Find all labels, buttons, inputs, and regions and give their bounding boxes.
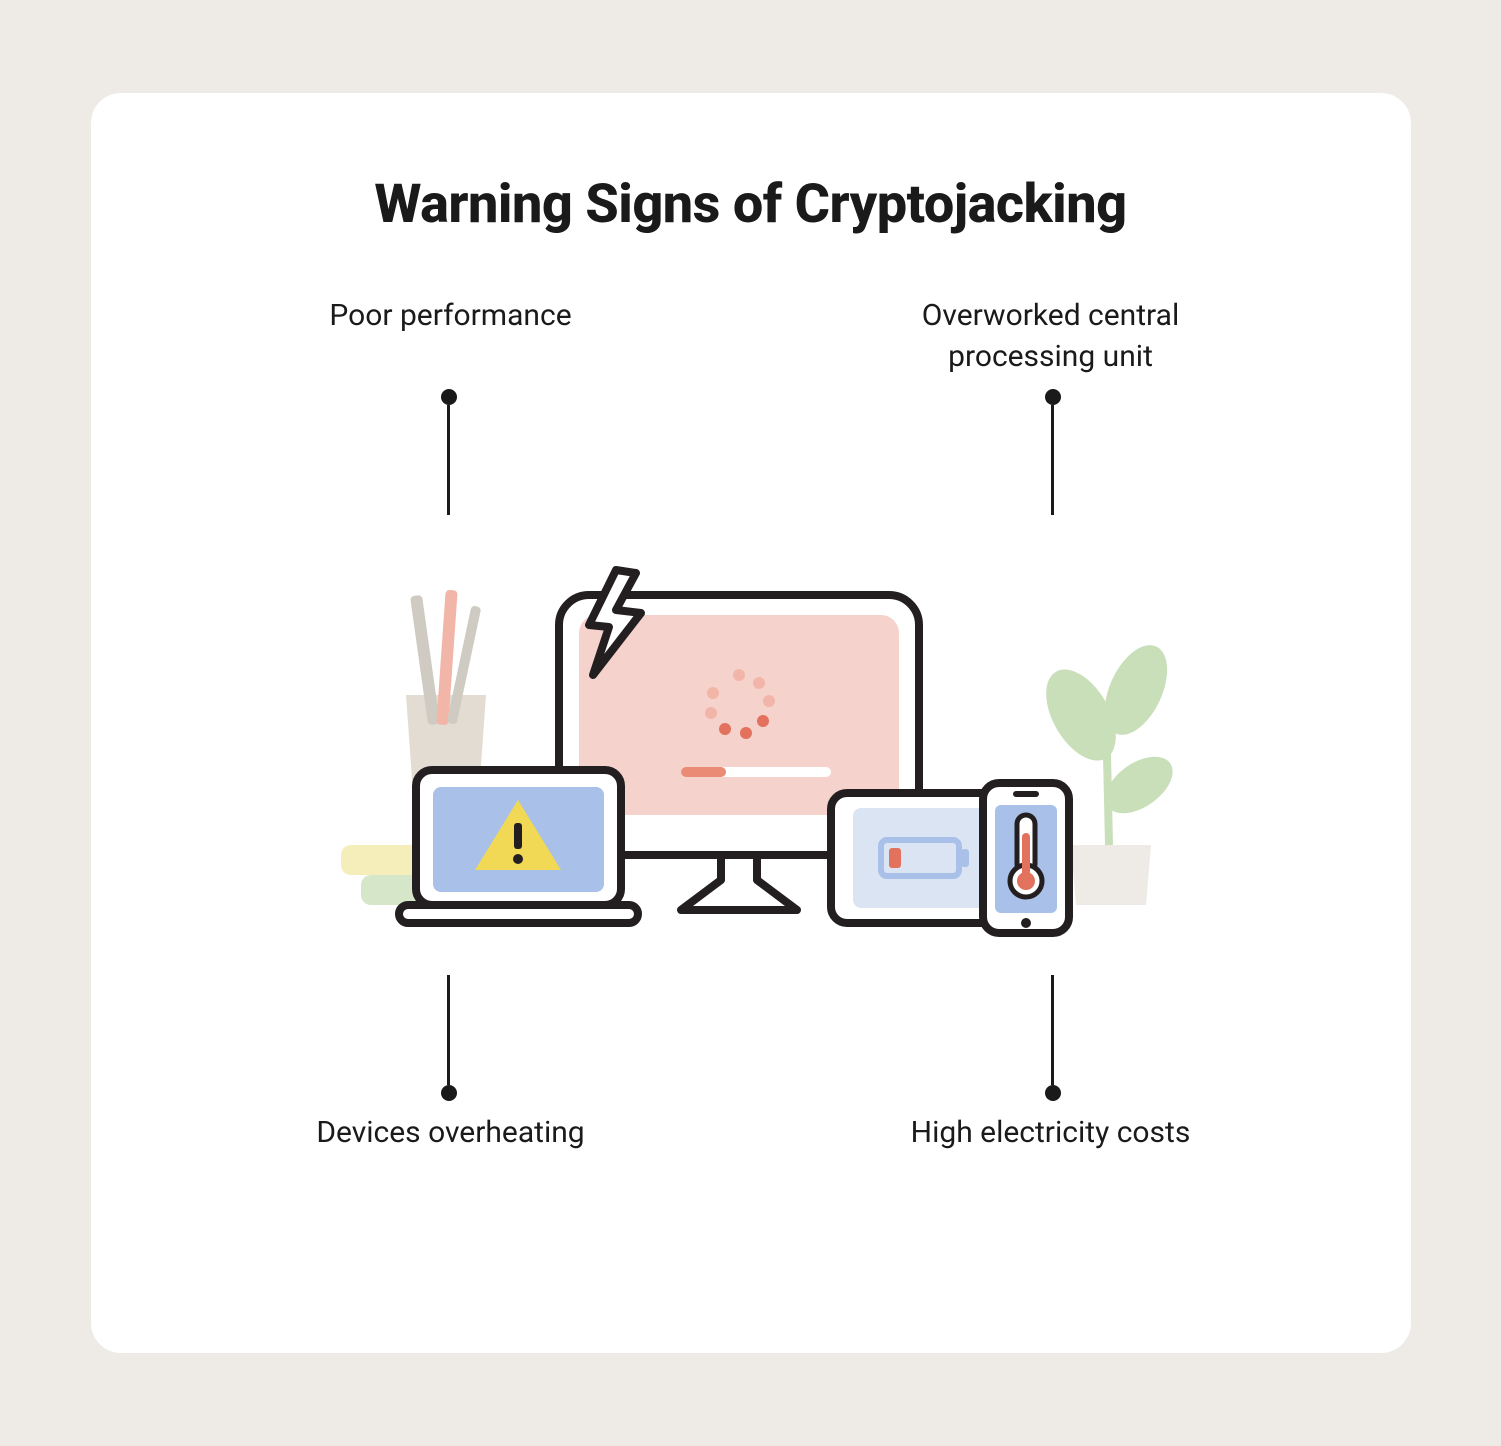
label-overworked-cpu: Overworked central processing unit xyxy=(901,296,1201,377)
label-electricity-costs: High electricity costs xyxy=(901,1113,1201,1154)
connector-line-icon xyxy=(447,405,450,515)
top-labels-row: Poor performance Overworked central proc… xyxy=(151,296,1351,377)
top-connectors xyxy=(151,389,1351,515)
devices-svg-icon xyxy=(301,535,1201,955)
connector-top-right xyxy=(1045,389,1061,515)
connector-dot-icon xyxy=(441,389,457,405)
connector-top-left xyxy=(441,389,457,515)
label-poor-performance: Poor performance xyxy=(301,296,601,377)
connector-line-icon xyxy=(1051,405,1054,515)
connector-dot-icon xyxy=(1045,1085,1061,1101)
connector-line-icon xyxy=(1051,975,1054,1085)
bottom-labels-row: Devices overheating High electricity cos… xyxy=(151,1113,1351,1154)
bottom-connectors xyxy=(151,975,1351,1101)
infographic-title: Warning Signs of Cryptojacking xyxy=(151,173,1351,236)
infographic-card: Warning Signs of Cryptojacking Poor perf… xyxy=(91,93,1411,1353)
connector-bottom-right xyxy=(1045,975,1061,1101)
connector-bottom-left xyxy=(441,975,457,1101)
connector-dot-icon xyxy=(1045,389,1061,405)
label-devices-overheating: Devices overheating xyxy=(301,1113,601,1154)
connector-dot-icon xyxy=(441,1085,457,1101)
devices-illustration xyxy=(151,535,1351,955)
connector-line-icon xyxy=(447,975,450,1085)
